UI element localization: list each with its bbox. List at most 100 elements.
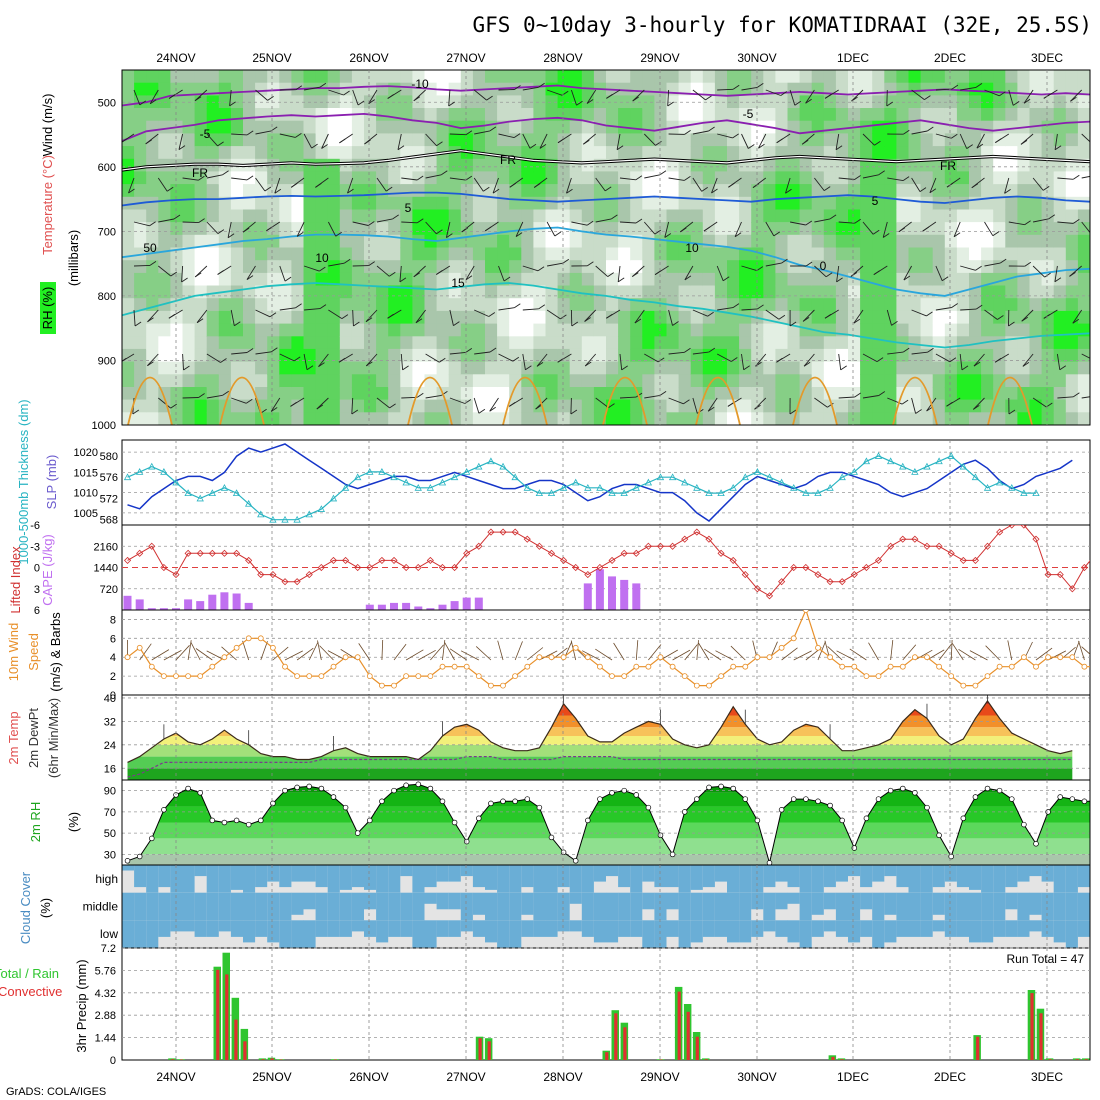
rh-cell [860,158,873,173]
rh-point [657,832,664,839]
wind-speed-point [1008,663,1015,670]
rh-cell [509,108,522,122]
rh-cell [327,70,341,84]
cloud-cell-middle [1017,892,1030,921]
wind-barb-flag [1024,220,1031,226]
thickness-point [923,462,931,470]
rh-cell [388,108,401,122]
rh-cell [182,222,196,236]
cloud-cell-low [896,920,909,937]
rh-cell [763,272,776,287]
rh-cell [327,361,341,375]
thickness-point [499,462,507,470]
rh-cell [920,399,934,413]
rh-cell [472,234,486,249]
rh-cell [739,222,752,236]
rh-cell [932,146,946,160]
rh-cell [618,272,631,287]
rh-cell [460,82,474,96]
wind-barb [425,394,442,399]
rh-cell [472,387,486,401]
cape-label: CAPE (J/kg) [40,534,55,606]
rh-cell [993,285,1006,299]
rh-cell [569,260,583,274]
rh-cell [267,82,280,96]
rh-cell [351,374,365,388]
rh-cell [581,285,595,299]
rh-cell [630,158,643,173]
cloud-cell-middle [376,892,389,921]
rh-cell [303,387,317,401]
rh-cell [460,70,474,84]
rh-cell [388,133,401,147]
rh-cell [1017,260,1031,274]
rh-cell [230,222,244,236]
cape-tick: 1440 [94,563,118,575]
surface-wind-barb [672,649,691,661]
rh-cell [545,298,559,312]
rh-cell [678,120,692,134]
rh-cell [485,70,498,84]
rh-cell [351,348,365,363]
wind-barb-flag [903,129,910,135]
wind-barb-flag [227,233,235,239]
surface-wind-barb [381,639,384,661]
surface-wind-barb [849,648,867,661]
rh-cell [1065,209,1079,223]
cloud-cell-high [920,865,934,893]
rh-cell [497,361,510,375]
rh-cell [315,247,329,261]
cloud-cell-middle [122,892,135,921]
isotherm-label-FR: FR [192,166,208,180]
rh-cell [158,247,171,261]
wind-barb-flag [854,175,861,180]
lifted-index-point [923,542,931,550]
rh-cell [1077,374,1090,388]
rh-cell [243,146,256,160]
rh-cell [327,222,341,236]
rh-cell [339,82,353,96]
surface-wind-barb [514,641,523,661]
rh-cell [1029,260,1043,274]
wind-barb [473,177,484,192]
wind-barb-flag [951,84,959,90]
cloud-cell-middle [1053,892,1067,921]
rh-cell [206,348,220,363]
rh-cell [182,310,196,325]
rh-cell [739,323,752,337]
rh-cell [279,272,292,287]
rh-cell [751,108,764,122]
rh-cell [146,184,159,198]
rh-cell [823,336,837,350]
rh-cell [823,412,837,425]
rh-cell [255,323,268,337]
rh-cell [956,310,970,325]
rh-cell [267,234,280,249]
wind-barb-flag [757,304,764,310]
surface-wind-barb [715,650,734,661]
rh-cell [727,234,740,249]
wind-barb-flag [514,85,521,90]
rh-cell [448,374,462,388]
rh-cell [497,133,510,147]
rh-cell [593,272,607,287]
wind-barb [862,133,875,146]
wind-barb-flag [417,218,424,224]
rh-cell [158,260,171,274]
rh-cell [182,374,196,388]
rh-cell [872,196,885,211]
rh-cell [545,171,559,185]
rh-cell [678,234,692,249]
rh-cell [509,133,522,147]
rh-cell [702,272,716,287]
wind-barb-flag [316,404,324,410]
rh-cell [194,298,208,312]
cape-tick: 2160 [94,541,118,553]
wind-barb-flag [353,321,360,327]
wind-barb [449,309,454,326]
rh-cell [714,387,728,401]
rh-cell [243,196,256,211]
wind-barb [754,397,767,410]
rh-cell [279,310,292,325]
rh-cell [702,184,716,198]
